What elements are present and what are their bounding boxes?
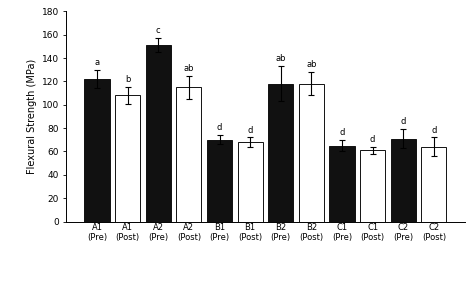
Bar [268,84,293,222]
Bar [421,147,447,222]
Bar [146,45,171,222]
Text: ab: ab [183,64,194,73]
Bar [391,139,416,222]
Text: c: c [156,26,161,35]
Bar [360,150,385,222]
Text: d: d [370,135,375,144]
Bar [115,95,140,222]
Text: d: d [217,123,222,132]
Bar [176,87,201,222]
Bar [84,79,109,222]
Text: a: a [94,58,100,67]
Bar [329,146,355,222]
Text: d: d [431,126,437,135]
Y-axis label: Flexural Strength (MPa): Flexural Strength (MPa) [27,59,37,174]
Text: ab: ab [306,60,317,69]
Text: d: d [401,117,406,126]
Text: ab: ab [275,54,286,63]
Bar [207,140,232,222]
Bar [299,84,324,222]
Text: b: b [125,75,130,84]
Text: d: d [339,128,345,137]
Bar [237,142,263,222]
Text: d: d [247,126,253,135]
